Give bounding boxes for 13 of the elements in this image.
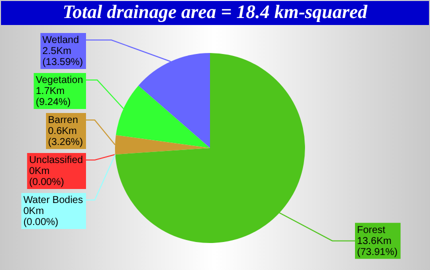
category-label: Water Bodies [23,195,84,206]
text: 0Km (0.00%) [29,166,64,188]
data-label: 2.5Km (13.59%) [42,46,83,68]
chart-title: Total drainage area = 18.4 km-squared [1,1,429,25]
slice-label: Vegetation [36,75,83,86]
data-label: 13.6Km (73.91%) [357,236,398,258]
text: 0Km (0.00%) [23,206,58,228]
data-label: 0.6Km (3.26%) [48,126,83,148]
slice-label: Barren [48,115,78,126]
slice-label: Wetland [42,35,79,46]
slice-label: Forest [357,224,386,236]
legend-label: Unclassified [29,155,84,166]
data-label: 1.7Km (9.24%) [36,86,71,108]
